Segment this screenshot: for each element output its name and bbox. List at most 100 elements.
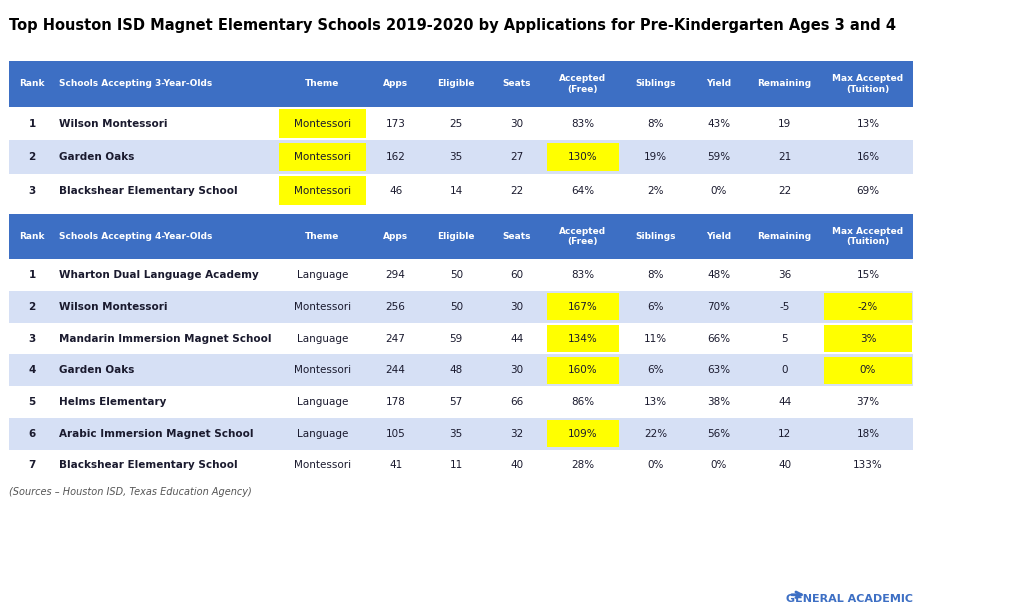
Text: 66: 66 [510,397,523,407]
Text: 70%: 70% [708,302,730,312]
Text: 12: 12 [778,429,792,439]
Text: 30: 30 [510,302,523,312]
Text: 64%: 64% [571,185,594,196]
Text: Montessori: Montessori [294,118,351,129]
Text: 0: 0 [781,365,787,375]
Text: 18%: 18% [856,429,880,439]
Text: Language: Language [297,270,348,280]
Text: Theme: Theme [305,232,340,241]
FancyBboxPatch shape [9,140,913,174]
FancyBboxPatch shape [547,293,618,320]
Text: 57: 57 [450,397,463,407]
Text: 40: 40 [510,461,523,470]
Text: 22: 22 [510,185,523,196]
Text: 6: 6 [29,429,36,439]
FancyBboxPatch shape [547,357,618,384]
Text: Max Accepted
(Tuition): Max Accepted (Tuition) [833,227,903,246]
Text: 109%: 109% [567,429,597,439]
Text: Language: Language [297,334,348,343]
Text: 2: 2 [29,302,36,312]
Text: (Sources – Houston ISD, Texas Education Agency): (Sources – Houston ISD, Texas Education … [9,487,252,497]
Text: 66%: 66% [708,334,730,343]
Text: 294: 294 [386,270,406,280]
Text: Mandarin Immersion Magnet School: Mandarin Immersion Magnet School [59,334,271,343]
Text: Montessori: Montessori [294,461,351,470]
Text: 15%: 15% [856,270,880,280]
Text: 22%: 22% [644,429,668,439]
Text: 43%: 43% [708,118,730,129]
Text: Arabic Immersion Magnet School: Arabic Immersion Magnet School [59,429,254,439]
Text: 25: 25 [450,118,463,129]
Text: 3: 3 [29,334,36,343]
Text: Montessori: Montessori [294,302,351,312]
Text: 3%: 3% [860,334,877,343]
FancyBboxPatch shape [9,61,913,107]
Text: 256: 256 [386,302,406,312]
Text: 1: 1 [29,118,36,129]
Text: Rank: Rank [19,79,45,88]
FancyBboxPatch shape [9,323,913,354]
Text: 1: 1 [29,270,36,280]
Text: Garden Oaks: Garden Oaks [59,152,135,162]
FancyBboxPatch shape [547,325,618,352]
Text: 14: 14 [450,185,463,196]
FancyBboxPatch shape [279,143,366,171]
Text: 173: 173 [386,118,406,129]
Text: 16%: 16% [856,152,880,162]
FancyBboxPatch shape [9,259,913,291]
Text: 247: 247 [386,334,406,343]
Text: 59: 59 [450,334,463,343]
Text: Blackshear Elementary School: Blackshear Elementary School [59,461,238,470]
Text: Apps: Apps [383,232,409,241]
Text: 50: 50 [450,302,463,312]
Text: 28%: 28% [571,461,594,470]
Text: 160%: 160% [567,365,597,375]
Text: Remaining: Remaining [758,232,812,241]
Text: Language: Language [297,397,348,407]
Text: 44: 44 [510,334,523,343]
Text: 0%: 0% [711,461,727,470]
Text: 50: 50 [450,270,463,280]
Text: 2%: 2% [647,185,664,196]
Text: 27: 27 [510,152,523,162]
Text: 105: 105 [386,429,406,439]
Text: 59%: 59% [708,152,730,162]
Text: 0%: 0% [860,365,877,375]
Text: Helms Elementary: Helms Elementary [59,397,167,407]
Text: 13%: 13% [856,118,880,129]
Text: 162: 162 [386,152,406,162]
Text: 83%: 83% [571,270,594,280]
Text: 63%: 63% [708,365,730,375]
Text: Yield: Yield [707,232,731,241]
Text: 36: 36 [778,270,792,280]
Text: Siblings: Siblings [636,232,676,241]
Text: 48%: 48% [708,270,730,280]
FancyBboxPatch shape [824,325,911,352]
Text: 133%: 133% [853,461,883,470]
Text: Seats: Seats [503,79,531,88]
Text: 56%: 56% [708,429,730,439]
Text: 60: 60 [510,270,523,280]
Text: Remaining: Remaining [758,79,812,88]
Text: Eligible: Eligible [437,232,475,241]
Text: Schools Accepting 4-Year-Olds: Schools Accepting 4-Year-Olds [59,232,213,241]
FancyBboxPatch shape [824,293,911,320]
Text: Apps: Apps [383,79,409,88]
Text: 167%: 167% [567,302,597,312]
Text: Accepted
(Free): Accepted (Free) [559,74,606,93]
Text: 19: 19 [778,118,792,129]
Text: 30: 30 [510,365,523,375]
Text: 11: 11 [450,461,463,470]
FancyBboxPatch shape [9,450,913,481]
Text: Montessori: Montessori [294,152,351,162]
Text: 46: 46 [389,185,402,196]
Text: Theme: Theme [305,79,340,88]
Text: 83%: 83% [571,118,594,129]
Text: Garden Oaks: Garden Oaks [59,365,135,375]
FancyBboxPatch shape [9,174,913,207]
Text: 3: 3 [29,185,36,196]
Text: 44: 44 [778,397,792,407]
Text: 5: 5 [781,334,787,343]
Text: 6%: 6% [647,302,664,312]
Text: 244: 244 [386,365,406,375]
